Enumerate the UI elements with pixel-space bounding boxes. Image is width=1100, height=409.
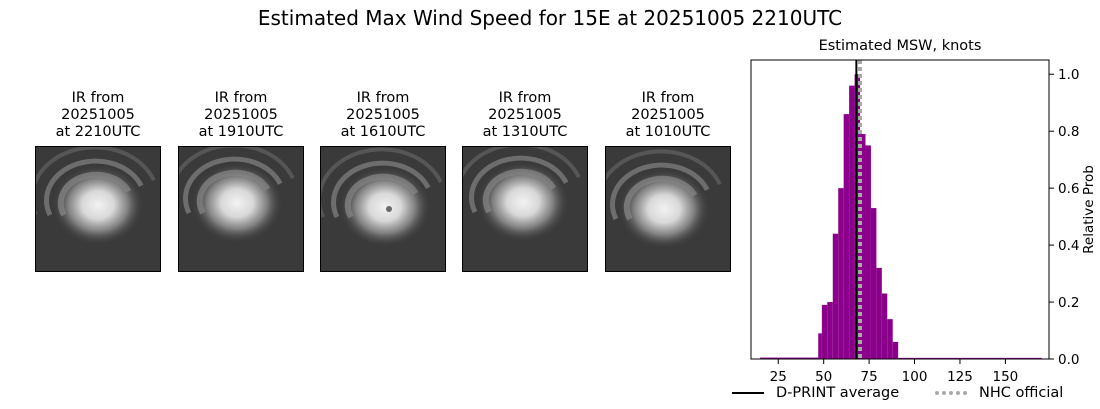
legend-item-nhc: NHC official — [935, 385, 1063, 401]
histogram-bar — [876, 267, 882, 359]
ir-satellite-image — [605, 146, 731, 272]
y-tick-label: 0.6 — [1058, 181, 1079, 197]
histogram-bar — [887, 319, 893, 359]
histogram-bar — [821, 304, 828, 359]
ir-panel: IR from 20251005 at 1610UTC — [320, 90, 446, 272]
histogram-bar — [892, 341, 899, 359]
ir-panel: IR from 20251005 at 1910UTC — [178, 90, 304, 272]
x-tick-label: 50 — [815, 369, 832, 385]
x-tick-label: 75 — [861, 369, 878, 385]
histogram-bar — [818, 333, 822, 359]
y-axis-label: Relative Prob — [1081, 165, 1097, 254]
histogram-bar — [843, 114, 850, 359]
histogram-bar — [849, 85, 855, 359]
histogram-bar — [838, 188, 844, 359]
ir-panel: IR from 20251005 at 2210UTC — [35, 90, 161, 272]
legend-nhc-line-icon — [935, 391, 967, 395]
y-tick-label: 0.8 — [1058, 124, 1079, 140]
chart-legend: D-PRINT average NHC official — [730, 385, 1090, 407]
histogram-bar — [898, 357, 1042, 359]
legend-nhc-label: NHC official — [979, 385, 1064, 401]
y-tick-label: 1.0 — [1058, 67, 1079, 83]
histogram-bar — [870, 208, 877, 359]
ir-panel-title: IR from 20251005 at 1910UTC — [198, 90, 284, 140]
y-tick-label: 0.0 — [1058, 352, 1079, 368]
histogram-bar — [860, 134, 866, 359]
ir-satellite-image — [320, 146, 446, 272]
ir-panel-title: IR from 20251005 at 1310UTC — [482, 90, 568, 140]
ir-panel-title: IR from 20251005 at 2210UTC — [55, 90, 141, 140]
ir-satellite-image — [178, 146, 304, 272]
histogram-bar — [865, 145, 871, 359]
histogram-bar — [760, 357, 819, 359]
y-tick-label: 0.4 — [1058, 238, 1079, 254]
x-tick-label: 125 — [947, 369, 973, 385]
ir-panel: IR from 20251005 at 1310UTC — [462, 90, 588, 272]
y-tick-label: 0.2 — [1058, 295, 1079, 311]
histogram-bar — [881, 293, 888, 359]
histogram-bar — [827, 302, 833, 359]
ir-satellite-image — [35, 146, 161, 272]
legend-dprint-line-icon — [732, 392, 764, 394]
legend-dprint-label: D-PRINT average — [776, 385, 900, 401]
histogram-bar — [832, 233, 839, 359]
ir-satellite-image — [462, 146, 588, 272]
x-tick-label: 25 — [770, 369, 787, 385]
ir-panel-title: IR from 20251005 at 1010UTC — [625, 90, 711, 140]
ir-panel-title: IR from 20251005 at 1610UTC — [340, 90, 426, 140]
ir-panel: IR from 20251005 at 1010UTC — [605, 90, 731, 272]
x-tick-label: 100 — [902, 369, 928, 385]
legend-item-dprint: D-PRINT average — [732, 385, 899, 401]
x-tick-label: 150 — [992, 369, 1018, 385]
plot-frame — [750, 59, 1050, 360]
chart-title: Estimated MSW, knots — [819, 38, 982, 54]
figure-title: Estimated Max Wind Speed for 15E at 2025… — [257, 6, 843, 30]
